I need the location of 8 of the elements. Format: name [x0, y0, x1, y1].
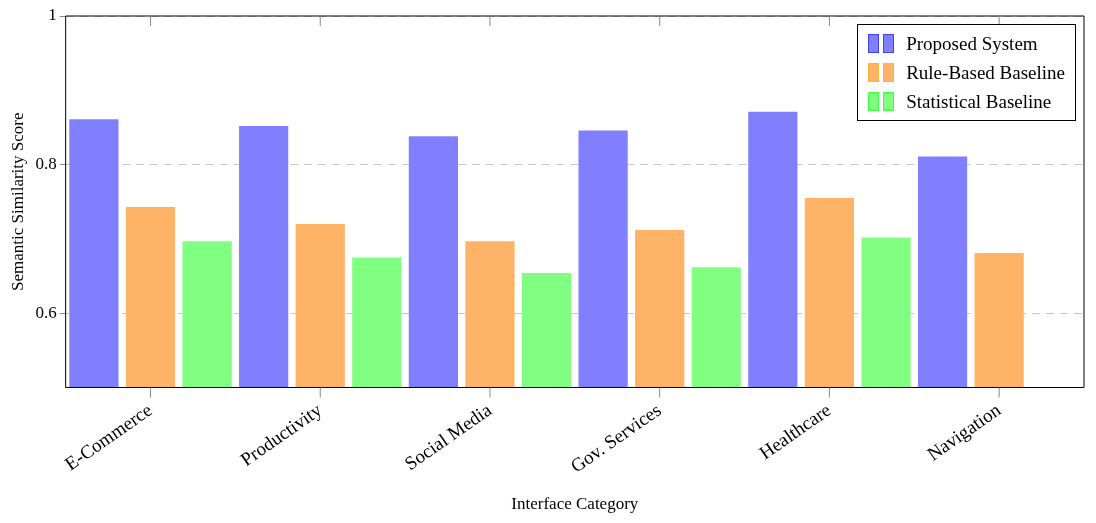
legend-label: Rule-Based Baseline [906, 61, 1065, 84]
y-axis-title: Semantic Similarity Score [7, 112, 27, 291]
y-tick-label: 0.8 [35, 154, 57, 174]
legend-label: Statistical Baseline [906, 90, 1052, 113]
legend-label: Proposed System [906, 32, 1038, 55]
y-tick-label: 1 [48, 5, 57, 25]
x-axis-title: Interface Category [511, 494, 639, 514]
y-tick-label: 0.6 [35, 302, 57, 322]
